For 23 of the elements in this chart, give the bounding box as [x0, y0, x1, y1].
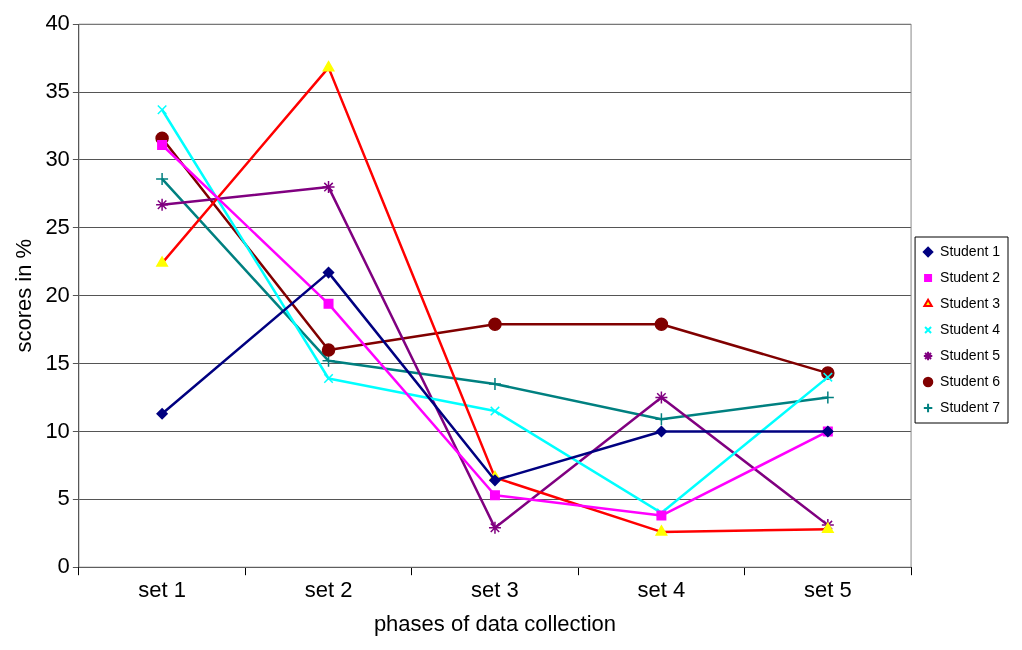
x-axis-title: phases of data collection: [373, 610, 617, 636]
x-tick-label: set 3: [471, 577, 519, 603]
y-tick-label: 30: [45, 146, 70, 172]
legend-label: Student 2: [940, 268, 1001, 285]
y-tick-label: 0: [57, 553, 70, 579]
x-tick-label: set 1: [138, 577, 186, 603]
x-tick-label: set 2: [304, 577, 353, 603]
legend-label: Student 6: [940, 372, 1001, 389]
y-tick-label: 40: [45, 10, 70, 36]
legend-label: Student 5: [940, 346, 1001, 363]
y-tick-label: 15: [45, 349, 70, 375]
legend-label: Student 3: [940, 294, 1001, 311]
y-tick-label: 5: [57, 485, 70, 511]
y-tick-label: 35: [45, 78, 70, 104]
legend-label: Student 4: [940, 320, 1001, 337]
y-tick-label: 25: [45, 213, 70, 239]
legend-label: Student 7: [940, 398, 1001, 415]
y-tick-label: 20: [45, 281, 70, 307]
x-tick-label: set 5: [803, 577, 852, 603]
x-tick-label: set 4: [637, 577, 686, 603]
y-axis-title: scores in %: [11, 238, 37, 353]
y-tick-label: 10: [45, 417, 70, 443]
legend-label: Student 1: [940, 242, 1001, 259]
